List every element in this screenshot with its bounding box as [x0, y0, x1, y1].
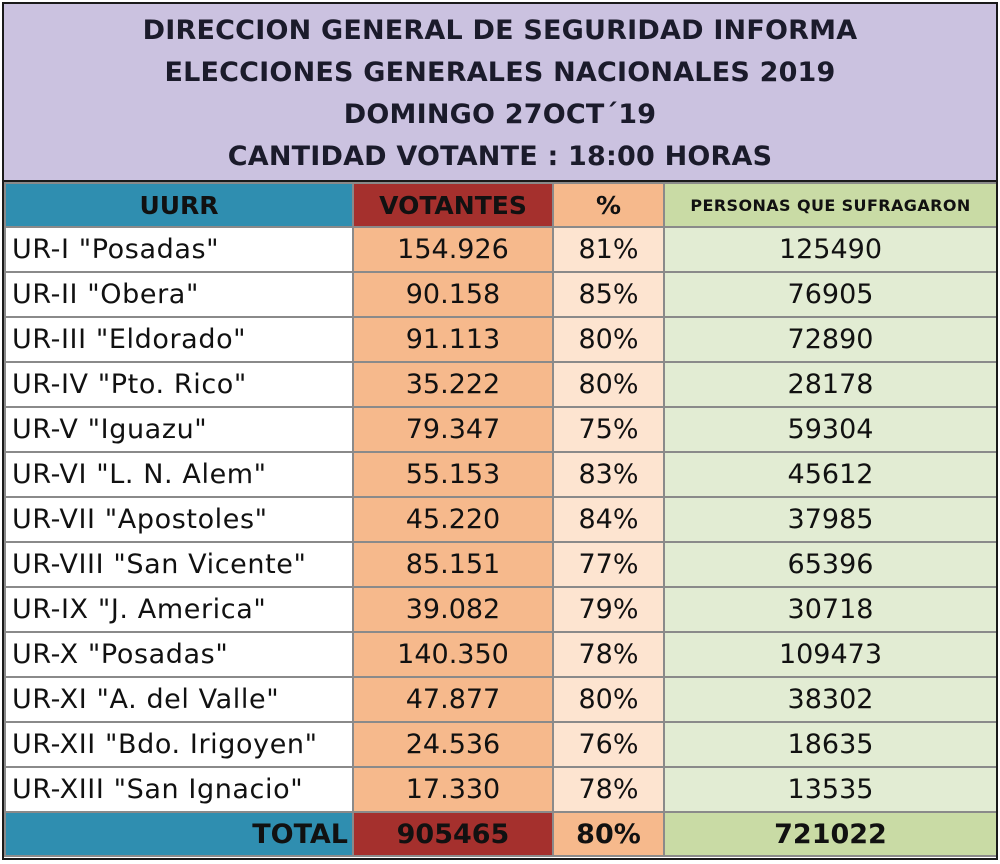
cell-percent: 77%: [552, 541, 665, 588]
cell-ur: UR-XI "A. del Valle": [4, 676, 354, 723]
report-header: DIRECCION GENERAL DE SEGURIDAD INFORMA E…: [4, 4, 996, 182]
cell-votantes: 35.222: [352, 361, 554, 408]
table-row: UR-IV "Pto. Rico" 35.222 80% 28178: [4, 361, 996, 408]
total-percent: 80%: [552, 811, 665, 857]
cell-ur: UR-XII "Bdo. Irigoyen": [4, 721, 354, 768]
cell-ur: UR-VI "L. N. Alem": [4, 451, 354, 498]
col-header-uurr: UURR: [4, 182, 354, 228]
cell-votantes: 91.113: [352, 316, 554, 363]
cell-personas: 109473: [663, 631, 996, 678]
table-row: UR-III "Eldorado" 91.113 80% 72890: [4, 316, 996, 363]
cell-ur: UR-III "Eldorado": [4, 316, 354, 363]
total-personas: 721022: [663, 811, 996, 857]
table-row: UR-XI "A. del Valle" 47.877 80% 38302: [4, 676, 996, 723]
cell-votantes: 79.347: [352, 406, 554, 453]
table-row: UR-X "Posadas" 140.350 78% 109473: [4, 631, 996, 678]
cell-percent: 80%: [552, 676, 665, 723]
col-header-votantes: VOTANTES: [352, 182, 554, 228]
header-time: CANTIDAD VOTANTE : 18:00 HORAS: [227, 141, 773, 172]
cell-percent: 84%: [552, 496, 665, 543]
cell-ur: UR-XIII "San Ignacio": [4, 766, 354, 813]
cell-percent: 85%: [552, 271, 665, 318]
table-row: UR-V "Iguazu" 79.347 75% 59304: [4, 406, 996, 453]
cell-percent: 78%: [552, 631, 665, 678]
cell-votantes: 24.536: [352, 721, 554, 768]
cell-ur: UR-X "Posadas": [4, 631, 354, 678]
total-votantes: 905465: [352, 811, 554, 857]
cell-percent: 81%: [552, 226, 665, 273]
cell-personas: 76905: [663, 271, 996, 318]
cell-percent: 80%: [552, 316, 665, 363]
table-row: UR-VI "L. N. Alem" 55.153 83% 45612: [4, 451, 996, 498]
header-subtitle: ELECCIONES GENERALES NACIONALES 2019: [164, 57, 836, 88]
col-header-percent: %: [552, 182, 665, 228]
cell-votantes: 90.158: [352, 271, 554, 318]
cell-votantes: 17.330: [352, 766, 554, 813]
table-header-row: UURR VOTANTES % PERSONAS QUE SUFRAGARON: [4, 182, 996, 228]
table-row: UR-XIII "San Ignacio" 17.330 78% 13535: [4, 766, 996, 813]
cell-personas: 18635: [663, 721, 996, 768]
cell-votantes: 140.350: [352, 631, 554, 678]
cell-percent: 79%: [552, 586, 665, 633]
table-row: UR-VIII "San Vicente" 85.151 77% 65396: [4, 541, 996, 588]
total-row: TOTAL 905465 80% 721022: [4, 811, 996, 857]
cell-votantes: 45.220: [352, 496, 554, 543]
cell-ur: UR-VII "Apostoles": [4, 496, 354, 543]
cell-ur: UR-VIII "San Vicente": [4, 541, 354, 588]
cell-personas: 13535: [663, 766, 996, 813]
cell-personas: 38302: [663, 676, 996, 723]
cell-percent: 76%: [552, 721, 665, 768]
table-body: UR-I "Posadas" 154.926 81% 125490 UR-II …: [4, 226, 996, 813]
header-date: DOMINGO 27OCT´19: [343, 99, 657, 130]
cell-votantes: 55.153: [352, 451, 554, 498]
voters-table: UURR VOTANTES % PERSONAS QUE SUFRAGARON …: [4, 182, 996, 857]
cell-votantes: 154.926: [352, 226, 554, 273]
cell-ur: UR-V "Iguazu": [4, 406, 354, 453]
cell-percent: 75%: [552, 406, 665, 453]
table-row: UR-XII "Bdo. Irigoyen" 24.536 76% 18635: [4, 721, 996, 768]
table-row: UR-VII "Apostoles" 45.220 84% 37985: [4, 496, 996, 543]
cell-personas: 59304: [663, 406, 996, 453]
table-row: UR-II "Obera" 90.158 85% 76905: [4, 271, 996, 318]
table-row: UR-IX "J. America" 39.082 79% 30718: [4, 586, 996, 633]
total-label: TOTAL: [4, 811, 354, 857]
cell-personas: 125490: [663, 226, 996, 273]
cell-votantes: 47.877: [352, 676, 554, 723]
col-header-personas: PERSONAS QUE SUFRAGARON: [663, 182, 996, 228]
cell-personas: 65396: [663, 541, 996, 588]
cell-votantes: 39.082: [352, 586, 554, 633]
cell-ur: UR-I "Posadas": [4, 226, 354, 273]
cell-votantes: 85.151: [352, 541, 554, 588]
cell-percent: 80%: [552, 361, 665, 408]
table-row: UR-I "Posadas" 154.926 81% 125490: [4, 226, 996, 273]
cell-personas: 72890: [663, 316, 996, 363]
cell-personas: 37985: [663, 496, 996, 543]
cell-personas: 45612: [663, 451, 996, 498]
cell-ur: UR-IX "J. America": [4, 586, 354, 633]
header-title: DIRECCION GENERAL DE SEGURIDAD INFORMA: [142, 15, 858, 46]
cell-personas: 30718: [663, 586, 996, 633]
cell-ur: UR-IV "Pto. Rico": [4, 361, 354, 408]
cell-percent: 83%: [552, 451, 665, 498]
cell-personas: 28178: [663, 361, 996, 408]
cell-ur: UR-II "Obera": [4, 271, 354, 318]
cell-percent: 78%: [552, 766, 665, 813]
